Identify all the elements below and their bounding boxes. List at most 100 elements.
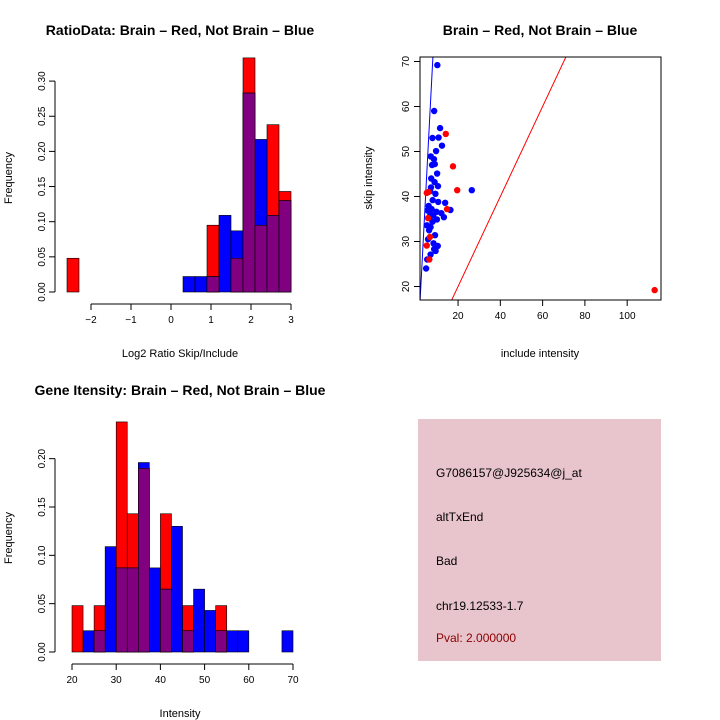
y-tick-label: 70 (401, 56, 412, 68)
ratio-histogram-xlabel: Log2 Ratio Skip/Include (122, 348, 238, 360)
x-tick-label: 30 (111, 675, 123, 686)
not-brain-point (434, 182, 442, 190)
not-brain-point (434, 61, 441, 69)
event-type: altTxEnd (436, 510, 483, 524)
brain-point (442, 130, 449, 138)
x-tick-label: 70 (287, 675, 299, 686)
y-tick-label: 50 (401, 146, 412, 158)
x-tick-label: −2 (85, 315, 97, 326)
gene-histogram-bars (71, 421, 294, 653)
overlap-bar (115, 567, 128, 653)
ratio-histogram-ylabel: Frequency (3, 152, 15, 204)
not-brain-bar (204, 610, 216, 653)
ratio-histogram-title: RatioData: Brain – Red, Not Brain – Blue (46, 22, 315, 38)
overlap-bar (206, 276, 220, 293)
y-tick-label: 0.15 (37, 497, 48, 517)
overlap-bar (93, 630, 106, 653)
overlap-bar (230, 257, 244, 293)
overlap-bar (278, 200, 292, 293)
y-tick-label: 0.00 (37, 642, 48, 662)
brain-bar (71, 605, 84, 653)
y-tick-label: 0.10 (37, 212, 48, 232)
not-brain-bar (194, 276, 208, 293)
not-brain-point (428, 161, 436, 169)
gene-histogram-title: Gene Itensity: Brain – Red, Not Brain – … (35, 382, 326, 398)
not-brain-bar (82, 630, 95, 653)
not-brain-bar (193, 588, 205, 653)
x-tick-label: 40 (155, 675, 167, 686)
scatter-points (422, 61, 658, 294)
scatter-xlabel: include intensity (501, 348, 580, 360)
ratio-histogram-axes: −2 −1 0 1 2 3 0.00 0.05 0.10 0.15 0.20 0.25 0.30 (37, 71, 294, 326)
x-tick-label: 60 (243, 675, 255, 686)
not-brain-point (440, 214, 448, 221)
ratio-histogram-bars (66, 57, 292, 293)
brain-point (426, 256, 433, 263)
brain-point (449, 163, 457, 170)
not-brain-point (434, 198, 442, 206)
not-brain-point (436, 124, 444, 132)
brain-point (425, 188, 432, 196)
overlap-bar (266, 215, 280, 293)
not-brain-bar (171, 526, 183, 653)
not-brain-point (429, 196, 436, 204)
overlap-bar (215, 630, 227, 653)
gene-histogram-axes: 20 30 40 50 60 70 0.00 0.05 0.10 0.15 0.20 (37, 448, 299, 686)
y-tick-label: 0.25 (37, 106, 48, 126)
info-panel: G7086157@J925634@j_at altTxEnd Bad chr19… (418, 419, 661, 661)
gene-intensity-histogram: Gene Itensity: Brain – Red, Not Brain – … (3, 382, 326, 720)
not-brain-point (429, 218, 436, 225)
brain-point (423, 242, 430, 249)
pval-text: Pval: 2.000000 (436, 631, 516, 645)
y-tick-label: 20 (401, 281, 412, 293)
probe-id: G7086157@J925634@j_at (436, 466, 582, 480)
info-panel-background (418, 419, 661, 661)
brain-point (443, 205, 451, 213)
y-tick-label: 0.15 (37, 176, 48, 196)
scatter-lines (420, 57, 567, 300)
overlap-bar (160, 588, 172, 653)
gene-histogram-xlabel: Intensity (160, 708, 201, 720)
not-brain-point (430, 155, 438, 163)
not-brain-point (433, 170, 441, 177)
not-brain-point (468, 187, 475, 194)
identity-line (451, 57, 567, 300)
overlap-bar (182, 630, 194, 653)
not-brain-bar (281, 630, 294, 653)
x-tick-label: −1 (125, 315, 137, 326)
scatter-plot-box (419, 56, 662, 301)
brain-bar (66, 257, 80, 293)
brain-point (426, 233, 434, 241)
x-tick-label: 50 (199, 675, 211, 686)
x-tick-label: 2 (248, 315, 254, 326)
y-tick-label: 0.05 (37, 247, 48, 267)
ratio-histogram: RatioData: Brain – Red, Not Brain – Blue… (3, 22, 314, 360)
not-brain-point (432, 190, 439, 197)
not-brain-point (432, 147, 440, 155)
y-tick-label: 0.30 (37, 71, 48, 91)
scatter-axes: 20 40 60 80 100 20 30 40 50 60 70 (401, 56, 636, 322)
not-brain-point (441, 199, 449, 206)
overlap-bar (126, 567, 139, 653)
genomic-location: chr19.12533-1.7 (436, 599, 524, 613)
not-brain-point (427, 251, 434, 258)
not-brain-bar (226, 630, 239, 653)
overlap-bar (254, 224, 268, 293)
not-brain-point (429, 134, 436, 142)
y-tick-label: 0.20 (37, 141, 48, 161)
x-tick-label: 20 (66, 675, 78, 686)
not-brain-bar (104, 546, 117, 653)
quality-label: Bad (436, 554, 457, 568)
x-tick-label: 80 (579, 311, 591, 322)
not-brain-point (430, 107, 438, 115)
brain-point (424, 214, 432, 222)
not-brain-bar (182, 276, 196, 293)
not-brain-point (431, 232, 439, 239)
not-brain-bar (237, 630, 250, 653)
x-tick-label: 20 (452, 311, 464, 322)
not-brain-point (432, 247, 439, 255)
x-tick-label: 0 (168, 315, 174, 326)
y-tick-label: 40 (401, 191, 412, 203)
scatter-ylabel: skip intensity (363, 146, 375, 209)
